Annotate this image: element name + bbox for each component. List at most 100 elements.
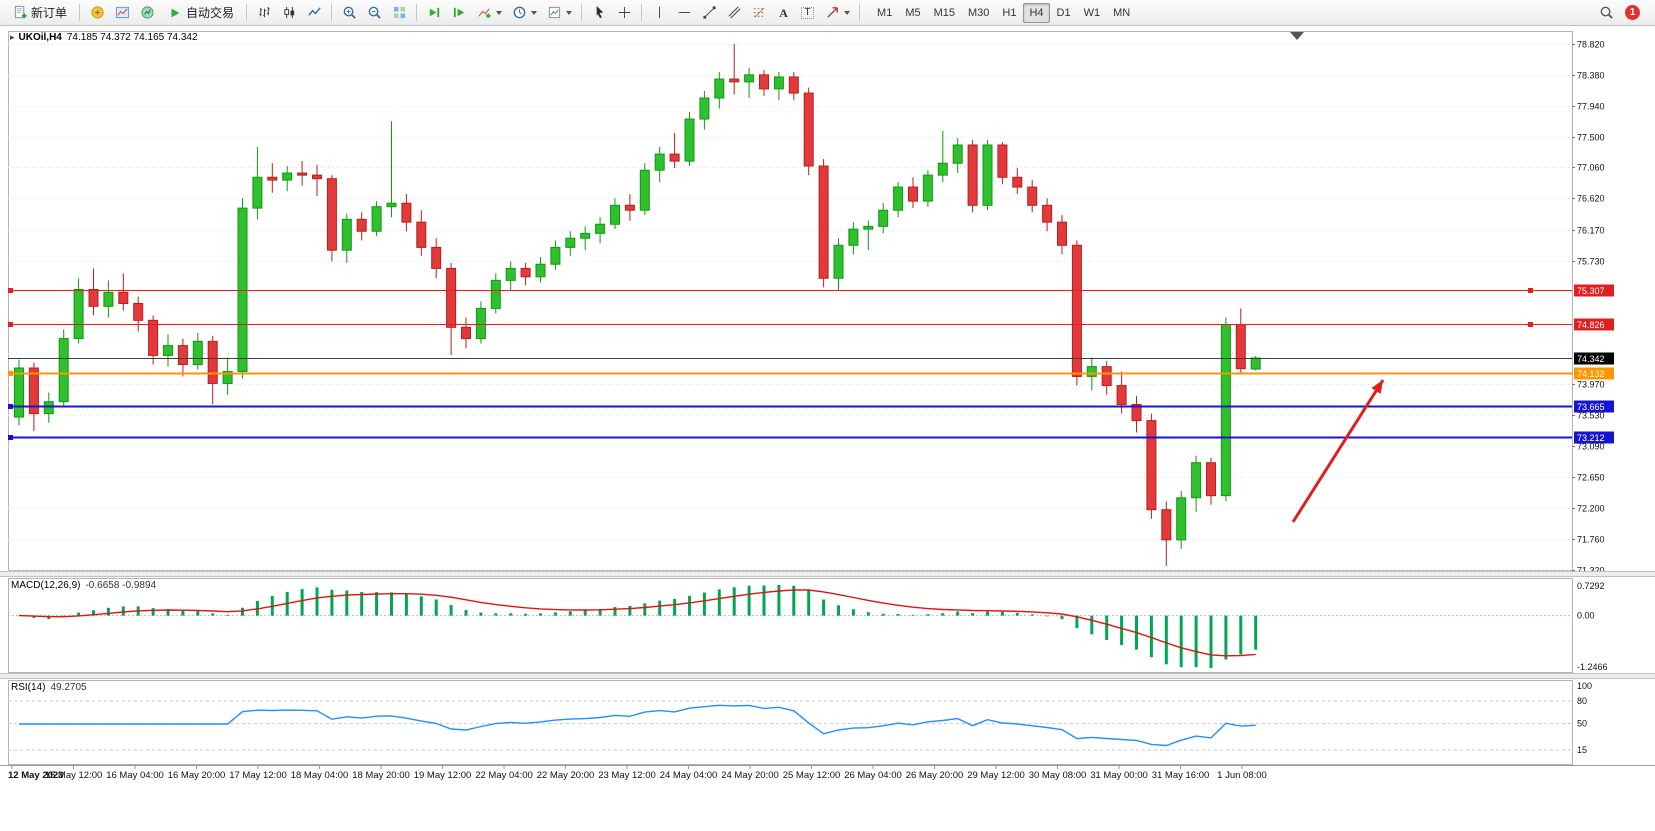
line-chart-mode-button[interactable] <box>302 2 326 24</box>
price-grid <box>8 44 1572 571</box>
timeframe-mn-button[interactable]: MN <box>1107 3 1136 23</box>
timeframe-w1-button[interactable]: W1 <box>1078 3 1107 23</box>
bar-chart-mode-button[interactable] <box>252 2 276 24</box>
svg-text:73.970: 73.970 <box>1577 380 1605 390</box>
timeframe-h4-button[interactable]: H4 <box>1023 2 1050 23</box>
price-line-74.132[interactable]: 74.132 <box>8 367 1614 380</box>
svg-text:18 May 20:00: 18 May 20:00 <box>352 770 410 781</box>
indicators-icon <box>476 5 492 21</box>
svg-text:22 May 04:00: 22 May 04:00 <box>475 770 533 781</box>
periods-button[interactable] <box>507 2 541 24</box>
svg-text:24 May 04:00: 24 May 04:00 <box>660 770 718 781</box>
macd-signal-line <box>18 589 1256 657</box>
trend-arrow[interactable] <box>1291 379 1385 523</box>
autotrading-button[interactable]: 自动交易 <box>160 2 241 24</box>
rsi-title: RSI(14) <box>11 682 46 693</box>
svg-text:31 May 00:00: 31 May 00:00 <box>1090 770 1148 781</box>
timeframe-m1-button[interactable]: M1 <box>871 3 898 23</box>
toolbar-separator <box>246 4 248 21</box>
svg-text:22 May 20:00: 22 May 20:00 <box>537 770 595 781</box>
timeframe-m5-button[interactable]: M5 <box>899 3 926 23</box>
text-label-tool-button[interactable]: T <box>796 2 819 24</box>
indicators-caret-icon <box>496 10 503 15</box>
rsi-splitter[interactable] <box>0 673 1655 679</box>
market-watch-button[interactable] <box>135 2 159 24</box>
notification-badge[interactable]: 1 <box>1625 5 1640 20</box>
one-click-trading-toggle[interactable]: ▸ <box>10 32 15 42</box>
svg-text:16 May 04:00: 16 May 04:00 <box>106 770 164 781</box>
main-panel-frame <box>8 31 1573 571</box>
svg-text:15 May 12:00: 15 May 12:00 <box>45 770 103 781</box>
metaeditor-button[interactable] <box>85 2 109 24</box>
text-label-tool-icon: T <box>801 6 814 19</box>
timeframe-group: M1 M5 M15 M30 H1 H4 D1 W1 MN <box>871 2 1136 23</box>
timeframe-d1-button[interactable]: D1 <box>1051 3 1077 23</box>
svg-text:24 May 20:00: 24 May 20:00 <box>721 770 779 781</box>
indicators-button[interactable] <box>472 2 506 24</box>
svg-text:25 May 12:00: 25 May 12:00 <box>783 770 841 781</box>
tile-windows-button[interactable] <box>387 2 411 24</box>
svg-text:75.730: 75.730 <box>1577 257 1605 267</box>
cursor-tool-button[interactable] <box>587 2 611 24</box>
candlestick-mode-button[interactable] <box>277 2 301 24</box>
price-axis[interactable]: 78.820 78.380 77.940 77.500 77.060 76.620 76.1… <box>1572 40 1605 576</box>
autotrading-play-icon <box>167 5 183 21</box>
macd-values: -0.6658 -0.9894 <box>85 580 157 591</box>
arrow-tool-icon <box>824 5 840 21</box>
price-tag <box>1574 367 1614 380</box>
timeframe-m15-button[interactable]: M15 <box>928 3 961 23</box>
horizontal-line-tool-button[interactable] <box>672 2 696 24</box>
price-line-74.826[interactable]: 74.826 <box>8 318 1614 331</box>
crosshair-tool-button[interactable] <box>612 2 636 24</box>
candlestick-icon <box>281 5 297 21</box>
toolbar-separator <box>859 4 861 21</box>
template-icon <box>546 5 562 21</box>
svg-text:74.342: 74.342 <box>1577 354 1605 364</box>
price-line-73.212[interactable]: 73.212 <box>8 431 1614 444</box>
main-toolbar: 新订单 自动交易 <box>0 0 1655 26</box>
price-line-74.342[interactable]: 74.342 <box>8 352 1614 365</box>
ohlc-values: 74.185 74.372 74.165 74.342 <box>66 32 198 43</box>
chart-shift-button[interactable] <box>447 2 471 24</box>
svg-text:-1.2466: -1.2466 <box>1577 662 1608 672</box>
svg-text:100: 100 <box>1577 681 1592 691</box>
new-order-button[interactable]: 新订单 <box>5 2 74 24</box>
toolbar-right-group: 1 <box>1594 2 1650 24</box>
rsi-line <box>19 704 1256 747</box>
svg-text:30 May 08:00: 30 May 08:00 <box>1029 770 1087 781</box>
fibonacci-tool-button[interactable] <box>747 2 771 24</box>
text-tool-button[interactable]: A <box>772 2 795 24</box>
svg-text:18 May 04:00: 18 May 04:00 <box>291 770 349 781</box>
vertical-line-tool-button[interactable] <box>647 2 671 24</box>
auto-scroll-button[interactable] <box>422 2 446 24</box>
vertical-line-icon <box>651 5 667 21</box>
search-button[interactable] <box>1594 2 1618 24</box>
svg-text:31 May 16:00: 31 May 16:00 <box>1152 770 1210 781</box>
price-tag <box>1574 318 1614 331</box>
svg-text:73.530: 73.530 <box>1577 411 1605 421</box>
svg-text:77.060: 77.060 <box>1577 163 1605 173</box>
new-order-icon <box>12 5 28 21</box>
price-line-73.665[interactable]: 73.665 <box>8 400 1614 413</box>
trendline-tool-button[interactable] <box>697 2 721 24</box>
channel-tool-button[interactable] <box>722 2 746 24</box>
arrows-tool-button[interactable] <box>820 2 854 24</box>
svg-text:72.200: 72.200 <box>1577 504 1605 514</box>
zoom-in-button[interactable] <box>337 2 361 24</box>
price-line-75.307[interactable]: 75.307 <box>8 284 1614 297</box>
chart-window-button[interactable] <box>110 2 134 24</box>
templates-button[interactable] <box>542 2 576 24</box>
crosshair-icon <box>616 5 632 21</box>
timeframe-m30-button[interactable]: M30 <box>962 3 995 23</box>
timeframe-h1-button[interactable]: H1 <box>996 3 1022 23</box>
zoom-out-button[interactable] <box>362 2 386 24</box>
toolbar-separator <box>331 4 333 21</box>
macd-splitter[interactable] <box>0 571 1655 577</box>
svg-text:15: 15 <box>1577 745 1587 755</box>
svg-text:1 Jun 08:00: 1 Jun 08:00 <box>1217 770 1267 781</box>
templates-caret-icon <box>566 10 573 15</box>
new-order-label: 新订单 <box>31 6 68 20</box>
